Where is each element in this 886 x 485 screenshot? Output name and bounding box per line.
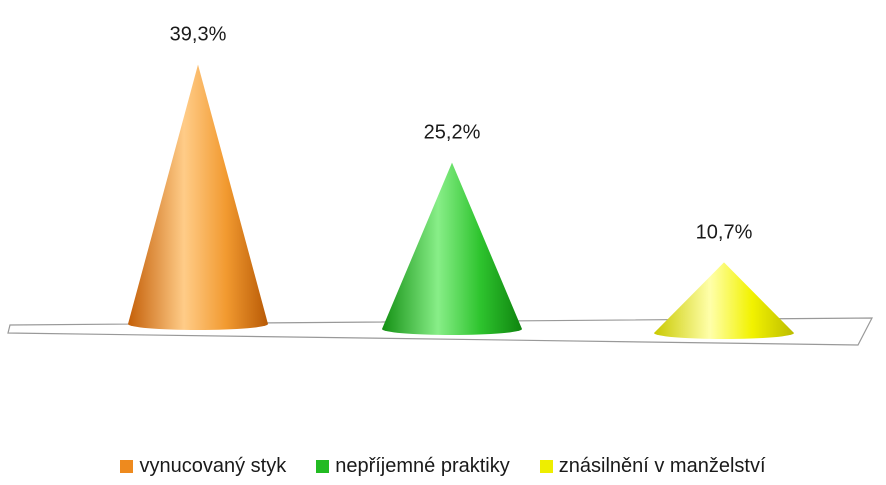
- data-labels: 39,3% 25,2% 10,7%: [170, 24, 753, 244]
- legend-label: vynucovaný styk: [139, 454, 287, 477]
- legend-swatch-green: [316, 459, 330, 473]
- legend: vynucovaný styk nepříjemné praktiky znás…: [0, 452, 886, 480]
- legend-swatch-orange: [120, 459, 134, 473]
- legend-item-neprijemne-praktiky: nepříjemné praktiky: [316, 455, 510, 478]
- data-label-neprijemne-praktiky: 25,2%: [424, 122, 481, 144]
- cone-znasilneni-v-manzelstvi: [654, 262, 794, 339]
- cone-neprijemne-praktiky: [382, 162, 522, 335]
- legend-swatch-yellow: [539, 459, 553, 473]
- legend-item-vynucovany-styk: vynucovaný styk: [120, 455, 286, 478]
- legend-item-znasilneni-v-manzelstvi: znásilnění v manželství: [539, 454, 766, 478]
- series-cones: [128, 64, 794, 339]
- data-label-vynucovany-styk: 39,3%: [170, 24, 227, 46]
- cone-vynucovany-styk: [128, 64, 268, 331]
- legend-label: nepříjemné praktiky: [335, 454, 510, 477]
- data-label-znasilneni-v-manzelstvi: 10,7%: [696, 221, 753, 243]
- legend-label: znásilnění v manželství: [558, 454, 766, 477]
